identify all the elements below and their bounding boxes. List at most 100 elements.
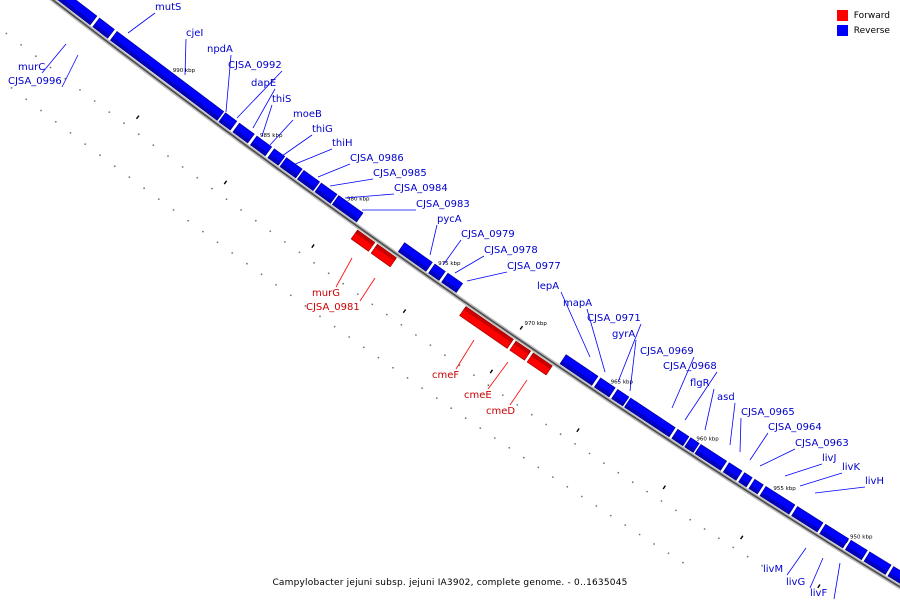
leader-livf bbox=[833, 562, 841, 600]
leader-cjsa-0964 bbox=[749, 432, 769, 461]
gene-reverse-shade bbox=[671, 435, 685, 446]
leader-murg bbox=[335, 257, 353, 288]
leader-cjsa-0969 bbox=[671, 356, 695, 409]
scale-dot bbox=[479, 427, 482, 429]
scale-dot bbox=[537, 466, 540, 469]
gene-reverse-shade bbox=[232, 128, 250, 143]
gene-label-gyra: gyrA bbox=[612, 329, 635, 340]
gene-reverse bbox=[441, 272, 464, 293]
tick-mark-lower bbox=[311, 244, 315, 249]
tick-label: 950 kbp bbox=[850, 535, 873, 541]
gene-label-cjsa-0977: CJSA_0977 bbox=[507, 261, 561, 272]
gene-label-thih: thiH bbox=[332, 138, 353, 149]
gene-label-murg: murG bbox=[312, 288, 340, 299]
scale-dot bbox=[167, 155, 169, 158]
leader-murc bbox=[41, 43, 67, 74]
gene-label-muts: mutS bbox=[155, 2, 181, 13]
leader-cjsa-0986 bbox=[317, 163, 351, 178]
gene-reverse-shade bbox=[694, 450, 723, 471]
scale-dot bbox=[128, 176, 131, 179]
scale-dot bbox=[377, 356, 380, 359]
tick-label: 955 kbp bbox=[773, 486, 796, 492]
gene-label-cjsa-0985: CJSA_0985 bbox=[373, 168, 427, 179]
gene-label-cjsa-0964: CJSA_0964 bbox=[768, 422, 822, 433]
genome-caption: Campylobacter jejuni subsp. jejuni IA390… bbox=[272, 578, 628, 588]
tick-mark-lower bbox=[817, 584, 821, 589]
scale-dot bbox=[653, 543, 655, 545]
gene-reverse-shade bbox=[250, 141, 268, 156]
scale-dot bbox=[580, 495, 583, 498]
scale-dot bbox=[254, 219, 257, 222]
gene-reverse bbox=[428, 263, 446, 281]
gene-reverse-shade bbox=[887, 572, 900, 584]
scale-dot bbox=[79, 89, 81, 91]
scale-dot bbox=[181, 166, 184, 168]
scale-dot bbox=[327, 272, 330, 275]
leader-thig bbox=[281, 134, 313, 157]
leader-cjsa-0965 bbox=[739, 417, 742, 453]
legend-reverse-label: Reverse bbox=[853, 25, 890, 36]
leader-gyra bbox=[629, 339, 637, 392]
tick-mark-lower bbox=[489, 369, 494, 374]
leader-livk bbox=[799, 472, 843, 487]
leader-livh bbox=[814, 486, 866, 494]
scale-dot bbox=[487, 384, 490, 387]
scale-dot bbox=[646, 490, 648, 493]
gene-reverse-shade bbox=[684, 443, 696, 453]
scale-dot bbox=[137, 133, 140, 136]
scale-dot bbox=[333, 325, 336, 328]
gene-reverse-shade bbox=[819, 530, 845, 548]
gene-reverse bbox=[397, 242, 433, 272]
scale-dot bbox=[718, 537, 720, 540]
gene-reverse-shade bbox=[297, 176, 316, 191]
scale-dot bbox=[617, 471, 620, 474]
backbone-line bbox=[51, 0, 900, 588]
scale-dot bbox=[49, 66, 52, 69]
scale-dot bbox=[143, 187, 146, 190]
gene-label-cjsa-0968: CJSA_0968 bbox=[663, 361, 717, 372]
scale-dot bbox=[225, 198, 228, 201]
leader-this bbox=[261, 104, 273, 137]
scale-dot bbox=[588, 452, 591, 455]
scale-dot bbox=[761, 564, 763, 567]
scale-dot bbox=[435, 397, 438, 399]
leader-pyca bbox=[429, 224, 438, 256]
gene-label-livh: livH bbox=[865, 476, 884, 487]
scale-dot bbox=[703, 528, 706, 530]
gene-label-thig: thiG bbox=[312, 124, 333, 135]
scale-dot bbox=[298, 251, 301, 254]
tick-label: 980 kbp bbox=[347, 196, 370, 202]
scale-dot bbox=[216, 241, 219, 244]
gene-reverse-shade bbox=[791, 512, 820, 532]
gene-reverse-shade bbox=[845, 546, 864, 560]
scale-dot bbox=[240, 209, 243, 211]
leader-cmed bbox=[509, 379, 528, 406]
legend-reverse: Reverse bbox=[836, 23, 890, 38]
gene-label-cjsa-0969: CJSA_0969 bbox=[640, 346, 694, 357]
tick-label: 970 kbp bbox=[525, 321, 548, 327]
scale-dot bbox=[400, 323, 403, 326]
scale-dot bbox=[421, 387, 423, 389]
scale-dot bbox=[689, 518, 692, 521]
scale-dot bbox=[450, 407, 453, 410]
tick-mark-lower bbox=[223, 180, 228, 185]
scale-dot bbox=[113, 165, 116, 168]
scale-dot bbox=[406, 377, 409, 379]
gene-reverse-shade bbox=[110, 37, 220, 121]
forward-swatch bbox=[836, 10, 848, 21]
scale-dot bbox=[392, 366, 394, 369]
leader-cmee bbox=[487, 361, 509, 390]
legend: Forward Reverse bbox=[836, 8, 890, 38]
gene-reverse-shade bbox=[748, 485, 760, 494]
scale-dot bbox=[284, 241, 286, 243]
gene-label-asd: asd bbox=[717, 392, 735, 403]
gene-reverse bbox=[314, 182, 338, 204]
gene-label-cmee: cmeE bbox=[464, 390, 492, 401]
scale-dot bbox=[464, 417, 467, 420]
leader-cjsa-0979 bbox=[442, 239, 462, 266]
leader-cmef bbox=[455, 339, 475, 370]
gene-reverse-shade bbox=[428, 269, 442, 281]
scale-dot bbox=[660, 500, 663, 502]
gene-label-moeb: moeB bbox=[293, 109, 322, 120]
